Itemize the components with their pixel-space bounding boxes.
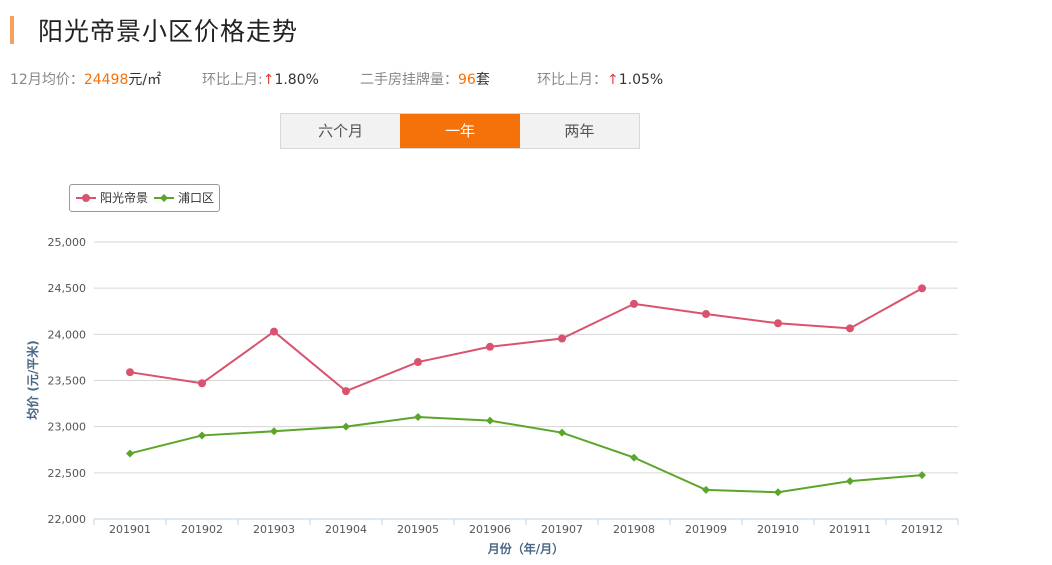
avg-price-value: 24498 [83,72,129,88]
data-point [342,387,350,396]
chart-grid [94,241,958,520]
up-arrow-icon: ↑ [607,72,619,88]
data-point [846,324,854,333]
price-mom-stat: 环比上月:↑1.80% [202,69,319,89]
series-line [129,287,923,393]
page-title: 阳光帝景小区价格走势 [38,17,299,46]
listings-value: 96 [458,72,476,88]
data-point [198,431,206,440]
diamond-marker-icon [154,194,174,202]
y-tick-label: 24,500 [48,282,87,295]
data-point [558,334,566,343]
tab-two-years[interactable]: 两年 [564,122,595,140]
period-tabs: 六个月 一年 两年 [280,113,640,149]
price-mom-value: 1.80% [274,72,319,88]
chart-series [126,284,926,497]
x-tick-label: 201908 [613,523,655,536]
tab-six-months[interactable]: 六个月 [318,122,364,140]
y-tick-label: 23,500 [48,375,87,388]
x-tick-label: 201901 [109,523,151,536]
circle-marker-icon [76,194,96,202]
x-tick-label: 201902 [181,523,223,536]
x-tick-label: 201909 [685,523,727,536]
y-tick-label: 22,500 [48,467,87,480]
data-point [270,327,278,336]
data-point [774,488,782,497]
listings-label: 二手房挂牌量： [360,72,458,88]
data-point [918,284,926,293]
listings-mom-label: 环比上月： [537,72,607,88]
price-mom-label: 环比上月: [202,72,263,88]
data-point [846,477,854,486]
data-point [126,368,134,377]
y-axis-ticks: 22,000 22,500 23,000 23,500 24,000 24,500 25,0… [48,236,87,526]
series-1 [126,284,926,396]
data-point [270,427,278,436]
series-line [129,415,923,494]
listings-mom-stat: 环比上月：↑1.05% [537,69,663,89]
x-tick-label: 201905 [397,523,439,536]
legend-label-series2: 浦口区 [178,191,215,205]
y-tick-label: 24,000 [48,328,87,341]
data-point [630,453,638,462]
legend-item-series1[interactable]: 阳光帝景 [76,185,148,211]
y-tick-label: 25,000 [48,236,87,249]
x-axis-label: 月份（年/月） [487,541,564,556]
x-tick-label: 201911 [829,523,871,536]
x-tick-label: 201903 [253,523,295,536]
listings-unit: 套 [475,72,490,88]
y-axis-label: 均价 (元/平米) [25,340,40,420]
data-point [198,379,206,388]
chart-legend: 阳光帝景 浦口区 [69,184,220,212]
data-point [630,299,638,308]
data-point [558,428,566,437]
data-point [486,342,494,351]
data-point [774,319,782,328]
x-tick-label: 201906 [469,523,511,536]
y-tick-label: 22,000 [48,513,87,526]
x-tick-label: 201907 [541,523,583,536]
legend-label-series1: 阳光帝景 [100,191,149,205]
data-point [342,422,350,431]
avg-price-label: 12月均价： [10,72,84,88]
series-2 [126,412,926,497]
data-point [702,310,710,319]
x-axis: 201901 201902 201903 201904 201905 201906 2019… [93,518,959,536]
up-arrow-icon: ↑ [262,72,275,88]
data-point [414,358,422,367]
data-point [918,471,926,480]
x-tick-label: 201904 [325,523,367,536]
listings-mom-value: 1.05% [618,72,664,88]
avg-price-stat: 12月均价：24498元/㎡ [10,69,161,89]
tab-one-year[interactable]: 一年 [400,114,520,148]
x-tick-label: 201910 [757,523,799,536]
data-point [126,449,134,458]
data-point [702,485,710,494]
y-tick-label: 23,000 [48,421,87,434]
legend-item-series2[interactable]: 浦口区 [154,185,214,211]
listings-stat: 二手房挂牌量：96套 [360,69,490,89]
data-point [486,416,494,425]
avg-price-unit: 元/㎡ [128,72,162,88]
data-point [414,412,422,421]
title-accent-bar [10,16,14,44]
x-tick-label: 201912 [901,523,943,536]
